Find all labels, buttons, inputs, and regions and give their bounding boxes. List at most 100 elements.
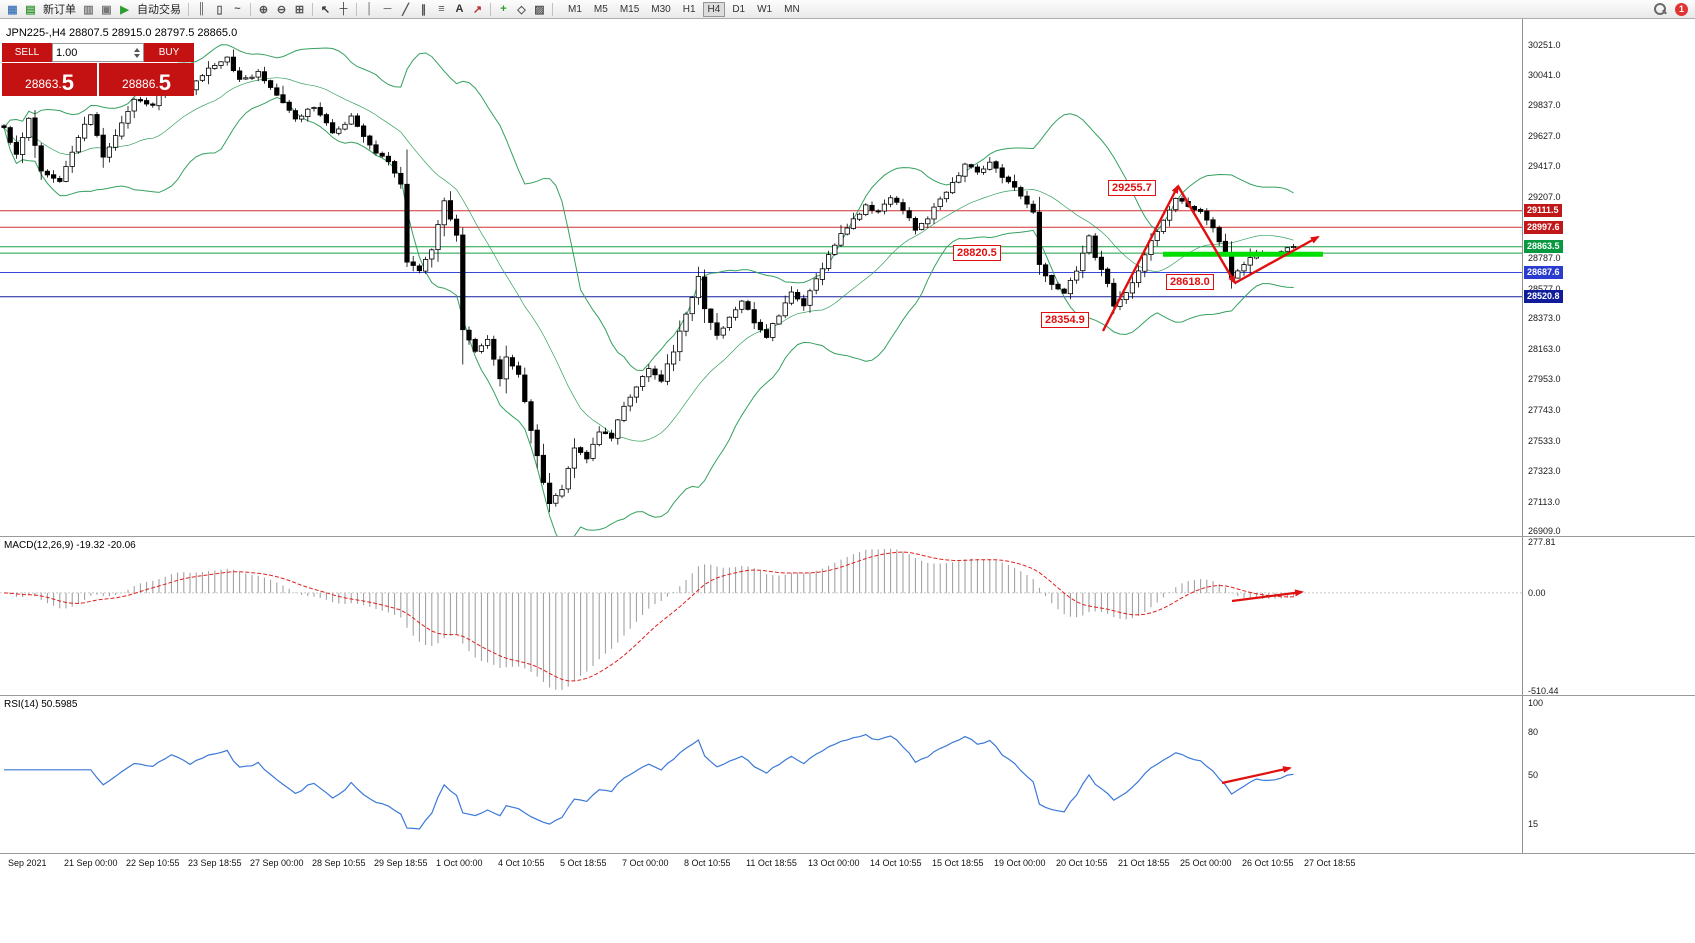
rsi-axis[interactable]: 100 80 50 15 xyxy=(1522,696,1695,853)
toolbar-separator xyxy=(356,2,357,16)
rsi-tick-label: 100 xyxy=(1528,698,1544,708)
time-label: Sep 2021 xyxy=(8,858,47,868)
channel-icon[interactable]: ∥ xyxy=(420,3,427,16)
macd-tick-label: 277.81 xyxy=(1528,537,1556,547)
autotrade-button[interactable]: 自动交易 xyxy=(137,4,181,16)
new-order-icon[interactable]: ▤ xyxy=(25,3,36,16)
time-label: 19 Oct 00:00 xyxy=(994,858,1046,868)
price-axis[interactable]: 30251.0 30041.0 29837.0 29627.0 29417.0 29207… xyxy=(1522,19,1695,536)
vertical-line-icon[interactable]: │ xyxy=(366,3,373,15)
price-chart-canvas[interactable] xyxy=(0,19,1522,536)
timeframe-mn-button[interactable]: MN xyxy=(784,3,800,15)
volume-input[interactable]: 1.00 xyxy=(52,43,144,62)
time-label: 14 Oct 10:55 xyxy=(870,858,922,868)
volume-stepper[interactable] xyxy=(134,47,140,58)
time-label: 4 Oct 10:55 xyxy=(498,858,545,868)
timeframe-h4-button[interactable]: H4 xyxy=(702,1,726,17)
chart-title: JPN225-,H4 28807.5 28915.0 28797.5 28865… xyxy=(6,27,238,39)
rsi-canvas[interactable] xyxy=(0,696,1522,853)
bar-chart-icon[interactable]: ║ xyxy=(197,3,206,15)
time-label: 28 Sep 10:55 xyxy=(312,858,366,868)
timeframe-m1-button[interactable]: M1 xyxy=(568,3,582,15)
buy-price-small: 28886. xyxy=(122,77,159,91)
time-label: 8 Oct 10:55 xyxy=(684,858,731,868)
price-tick-label: 30041.0 xyxy=(1528,70,1561,80)
timeframe-d1-button[interactable]: D1 xyxy=(732,3,746,15)
search-icon[interactable] xyxy=(1654,2,1667,16)
time-label: 22 Sep 10:55 xyxy=(126,858,180,868)
price-tick-label: 27533.0 xyxy=(1528,436,1561,446)
templates-icon[interactable]: ▨ xyxy=(534,3,545,16)
text-icon[interactable]: A xyxy=(455,3,464,15)
arrow-tool-icon[interactable]: ↗ xyxy=(472,3,483,16)
market-watch-icon[interactable]: ▣ xyxy=(101,3,112,16)
autotrade-icon[interactable]: ▶ xyxy=(120,3,129,16)
time-label: 27 Sep 00:00 xyxy=(250,858,304,868)
toolbar-separator xyxy=(312,2,313,16)
zoom-out-icon[interactable]: ⊖ xyxy=(276,3,287,16)
sell-price[interactable]: 28863. 5 xyxy=(2,63,97,96)
pane-divider[interactable] xyxy=(0,695,1695,696)
periods-icon[interactable]: ◇ xyxy=(517,3,526,16)
time-label: 20 Oct 10:55 xyxy=(1056,858,1108,868)
toolbar-icon-group: ▦ ▤ 新订单 ▥ ▣ ▶ 自动交易 ║ ▯ ~ ⊕ ⊖ ⊞ ↖ ┼ │ ─ ╱ ∥ ≡ A ↗ + ◇ ▨ xyxy=(4,1,556,17)
fibonacci-icon[interactable]: ≡ xyxy=(438,3,445,15)
price-tick-label: 28787.0 xyxy=(1528,253,1561,263)
notification-badge[interactable]: 1 xyxy=(1675,2,1688,16)
line-chart-icon[interactable]: ~ xyxy=(234,3,241,15)
rsi-tick-label: 15 xyxy=(1528,819,1539,829)
time-label: 7 Oct 00:00 xyxy=(622,858,669,868)
toolbar-separator xyxy=(552,2,553,16)
rsi-label: RSI(14) 50.5985 xyxy=(4,699,78,710)
timeframe-group: M1 M5 M15 M30 H1 H4 D1 W1 MN xyxy=(562,1,806,17)
cursor-icon[interactable]: ↖ xyxy=(320,3,331,16)
price-annotation: 28618.0 xyxy=(1166,274,1214,290)
sell-price-big: 5 xyxy=(61,70,74,95)
price-line-badge: 28997.6 xyxy=(1524,221,1563,234)
new-chart-icon[interactable]: ▦ xyxy=(7,3,18,16)
price-tick-label: 27953.0 xyxy=(1528,374,1561,384)
profiles-icon[interactable]: ▥ xyxy=(83,3,94,16)
time-label: 13 Oct 00:00 xyxy=(808,858,860,868)
new-order-button[interactable]: 新订单 xyxy=(43,4,76,16)
timeframe-m30-button[interactable]: M30 xyxy=(651,3,671,15)
sell-button[interactable]: SELL xyxy=(2,43,52,62)
time-label: 15 Oct 18:55 xyxy=(932,858,984,868)
timeframe-m15-button[interactable]: M15 xyxy=(619,3,640,15)
macd-pane[interactable]: MACD(12,26,9) -19.32 -20.06 277.81 0.00 -5… xyxy=(0,537,1695,696)
price-tick-label: 30251.0 xyxy=(1528,40,1561,50)
macd-canvas[interactable] xyxy=(0,537,1522,695)
toolbar-separator xyxy=(250,2,251,16)
price-tick-label: 26909.0 xyxy=(1528,526,1561,536)
volume-up-icon[interactable] xyxy=(134,47,140,52)
tile-windows-icon[interactable]: ⊞ xyxy=(294,3,305,16)
timeframe-m5-button[interactable]: M5 xyxy=(593,3,608,15)
zoom-in-icon[interactable]: ⊕ xyxy=(258,3,269,16)
trendline-icon[interactable]: ╱ xyxy=(402,3,409,16)
volume-down-icon[interactable] xyxy=(134,53,140,58)
rsi-pane[interactable]: RSI(14) 50.5985 100 80 50 15 xyxy=(0,696,1695,853)
price-tick-label: 27323.0 xyxy=(1528,466,1561,476)
price-tick-label: 29627.0 xyxy=(1528,131,1561,141)
price-line-badge: 28687.6 xyxy=(1524,266,1563,279)
time-axis[interactable]: Sep 2021 21 Sep 00:00 22 Sep 10:55 23 Sep 1… xyxy=(0,853,1695,873)
crosshair-icon[interactable]: ┼ xyxy=(339,3,348,15)
time-label: 21 Oct 18:55 xyxy=(1118,858,1170,868)
price-chart-pane[interactable]: JPN225-,H4 28807.5 28915.0 28797.5 28865… xyxy=(0,19,1695,536)
indicators-icon[interactable]: + xyxy=(500,3,507,15)
candlestick-chart-icon[interactable]: ▯ xyxy=(216,3,223,16)
time-label: 21 Sep 00:00 xyxy=(64,858,118,868)
horizontal-line-icon[interactable]: ─ xyxy=(383,3,392,15)
timeframe-w1-button[interactable]: W1 xyxy=(757,3,773,15)
price-tick-label: 28163.0 xyxy=(1528,344,1561,354)
volume-value: 1.00 xyxy=(56,46,78,59)
buy-button[interactable]: BUY xyxy=(144,43,194,62)
toolbar-separator xyxy=(490,2,491,16)
pane-divider[interactable] xyxy=(0,536,1695,537)
price-annotation: 28354.9 xyxy=(1041,312,1089,328)
macd-axis[interactable]: 277.81 0.00 -510.44 xyxy=(1522,537,1695,696)
time-label: 27 Oct 18:55 xyxy=(1304,858,1356,868)
price-line-badge: 29111.5 xyxy=(1524,204,1562,217)
buy-price[interactable]: 28886. 5 xyxy=(99,63,194,96)
timeframe-h1-button[interactable]: H1 xyxy=(682,3,696,15)
